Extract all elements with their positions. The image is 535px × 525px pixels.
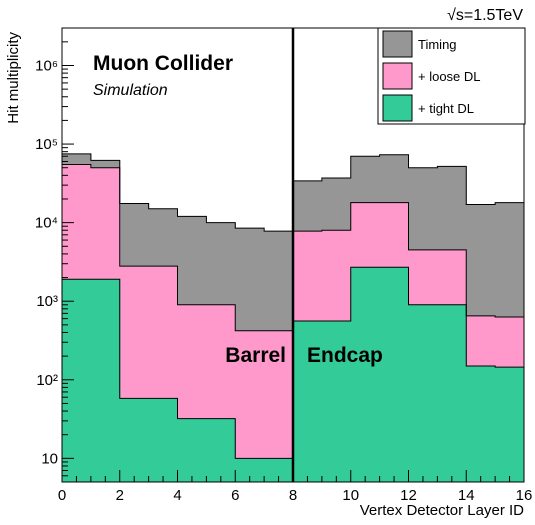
legend-label-tight-dl: + tight DL — [418, 101, 474, 116]
x-tick-label: 0 — [58, 487, 66, 504]
legend-label-timing: Timing — [418, 37, 457, 52]
bar-loose-dl-bin-7 — [264, 330, 294, 482]
bar-tight-dl-bin-14 — [466, 365, 496, 482]
bar-tight-dl-bin-13 — [437, 304, 467, 482]
bar-tight-dl-bin-1 — [90, 279, 121, 482]
legend: Timing + loose DL + tight DL — [377, 27, 526, 125]
x-tick-label: 16 — [516, 487, 533, 504]
x-tick-label: 6 — [231, 487, 239, 504]
legend-swatch-timing — [382, 30, 413, 58]
bar-tight-dl-bin-5 — [206, 418, 236, 482]
bar-tight-dl-bin-12 — [408, 304, 438, 482]
x-tick-label: 14 — [458, 487, 475, 504]
y-axis-ticks: 10 10² 10³ 10⁴ 10⁵ 10⁶ — [35, 27, 74, 483]
legend-label-loose-dl: + loose DL — [418, 69, 481, 84]
bar-tight-dl-bin-6 — [235, 458, 265, 482]
y-tick-label: 10⁶ — [35, 57, 58, 74]
x-tick-label: 4 — [173, 487, 181, 504]
experiment-sublabel: Simulation — [93, 82, 168, 99]
histogram-fills — [62, 153, 525, 483]
region-label-barrel: Barrel — [225, 344, 286, 367]
experiment-label: Muon Collider — [93, 52, 233, 75]
bar-tight-dl-bin-10 — [350, 267, 381, 482]
x-axis-label: Vertex Detector Layer ID — [360, 502, 524, 519]
bar-tight-dl-bin-4 — [177, 418, 207, 482]
region-label-endcap: Endcap — [307, 344, 383, 367]
bar-tight-dl-bin-2 — [119, 398, 150, 482]
x-tick-label: 12 — [400, 487, 417, 504]
bar-tight-dl-bin-3 — [148, 398, 178, 482]
bar-loose-dl-bin-6 — [235, 330, 265, 482]
bar-tight-dl-bin-9 — [321, 320, 352, 482]
bar-tight-dl-bin-0 — [62, 279, 92, 482]
x-tick-label: 10 — [342, 487, 359, 504]
bar-tight-dl-bin-7 — [264, 458, 294, 482]
bar-tight-dl-bin-15 — [495, 367, 525, 482]
y-tick-label: 10⁴ — [35, 215, 58, 232]
y-axis-label: Hit multiplicity — [5, 32, 22, 124]
legend-swatch-tight-dl — [382, 94, 413, 122]
x-tick-label: 8 — [289, 487, 297, 504]
legend-swatch-loose-dl — [382, 62, 413, 90]
x-tick-label: 2 — [116, 487, 124, 504]
bar-tight-dl-bin-11 — [379, 267, 409, 482]
energy-label: √s=1.5TeV — [447, 7, 523, 24]
y-tick-label: 10 — [41, 450, 58, 467]
y-tick-label: 10³ — [36, 293, 58, 310]
x-axis-ticks: 0 2 4 6 8 10 12 14 16 — [58, 470, 533, 504]
y-tick-label: 10² — [36, 372, 58, 389]
y-tick-label: 10⁵ — [35, 136, 58, 153]
bar-tight-dl-bin-8 — [293, 320, 323, 482]
